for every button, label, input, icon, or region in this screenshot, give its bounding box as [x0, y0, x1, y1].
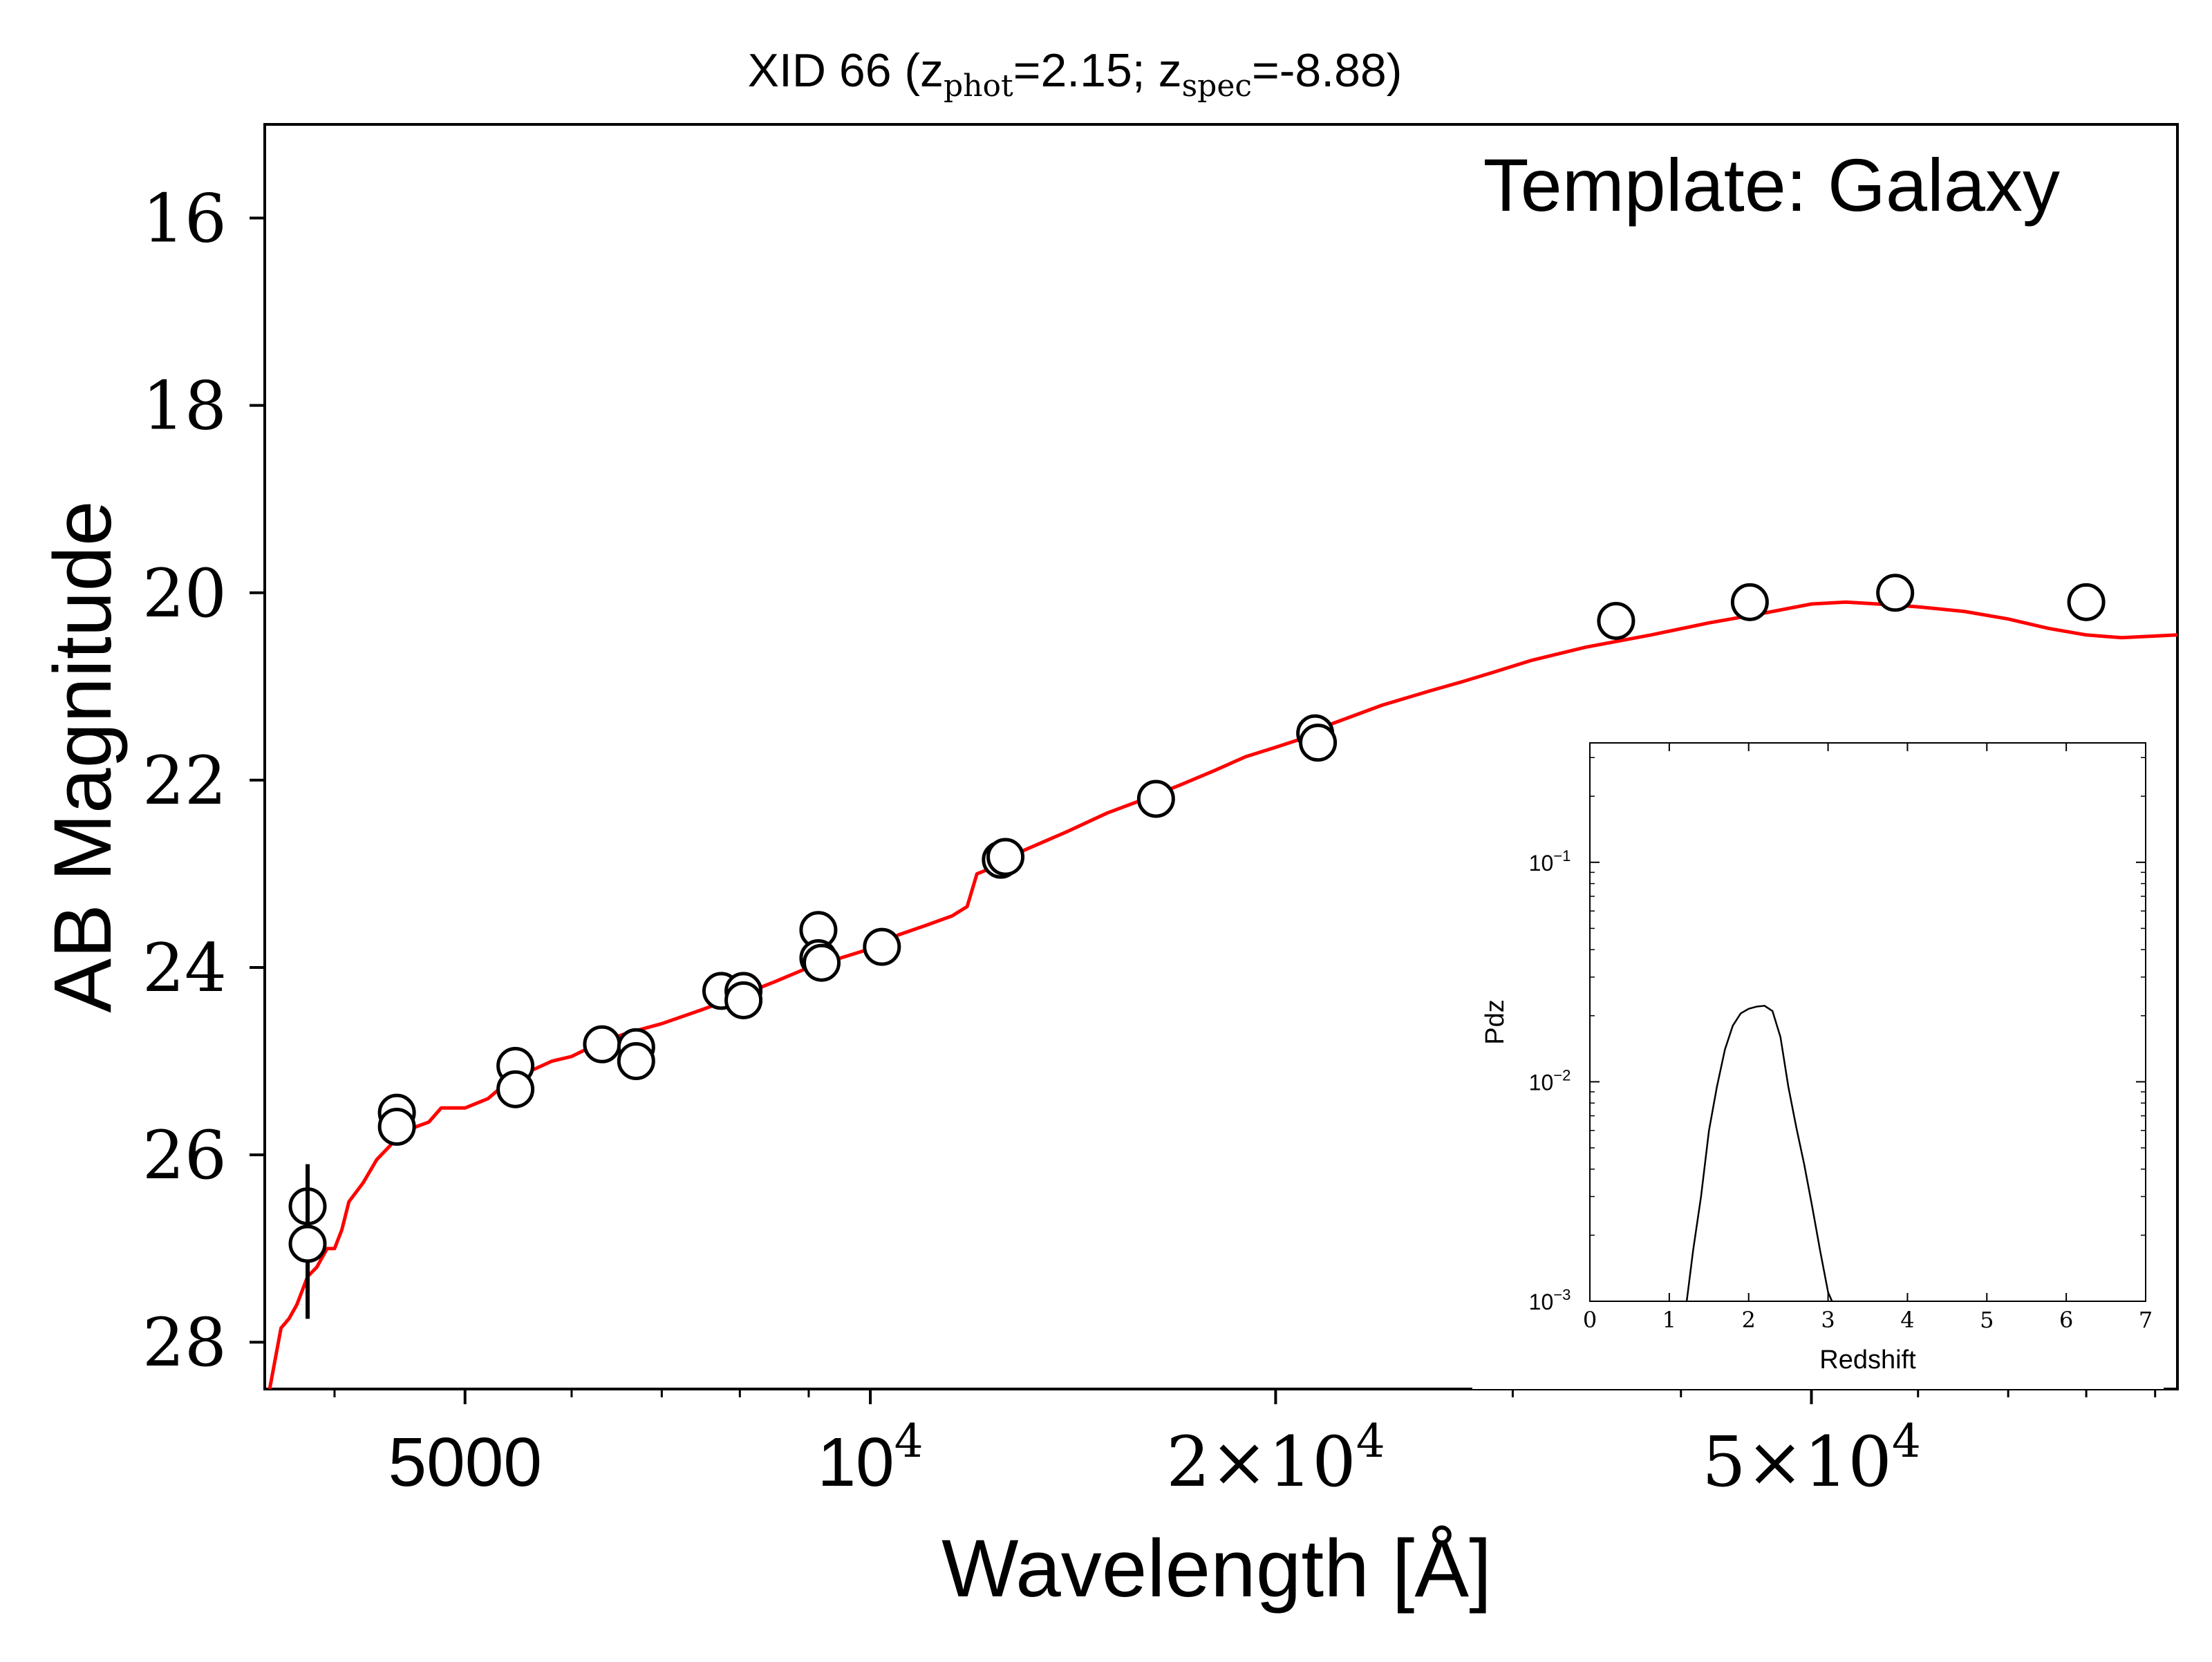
inset-x-tick-label-0: 0 [1583, 1307, 1597, 1333]
main-x-tick-exponent-3: 4 [1892, 1415, 1921, 1468]
photometry-points [288, 574, 2106, 1319]
inset-x-axis: 0 1 2 3 4 5 6 7 [1583, 743, 2153, 1333]
main-x-axis: 5000 104 2×104 5×104 [388, 1389, 1921, 1502]
inset-y-tick-label-0: 10−1 [1529, 847, 1571, 876]
photometry-point-5 [496, 1070, 535, 1108]
inset-x-axis-label: Redshift [1819, 1345, 1916, 1375]
title-spec-sub: spec [1182, 68, 1252, 104]
inset-y-tick-exponent-2: −3 [1553, 1286, 1571, 1303]
photometry-point-17 [986, 838, 1025, 876]
photometry-point-14 [803, 943, 841, 982]
inset-y-tick-base-2: 10 [1529, 1290, 1554, 1314]
photometry-point-20 [1299, 724, 1338, 762]
title-spec-value: =-8.88) [1252, 44, 1402, 97]
inset-x-tick-label-4: 4 [1900, 1307, 1914, 1333]
inset-y-axis-label: Pdz [1481, 999, 1510, 1044]
main-y-tick-label-3: 22 [142, 742, 227, 820]
inset-x-tick-label-5: 5 [1980, 1307, 1994, 1333]
photometry-point-6 [583, 1025, 621, 1064]
inset-plot-frame [1589, 742, 2146, 1302]
main-x-tick-label-2: 2×104 [1166, 1415, 1385, 1502]
inset-y-tick-base-0: 10 [1529, 851, 1554, 876]
main-x-tick-label-1: 104 [817, 1415, 923, 1501]
main-x-tick-mantissa-1: 10 [817, 1424, 894, 1501]
title-phot-sub: phot [944, 68, 1013, 104]
pdz-curve [1685, 1005, 1833, 1302]
main-y-axis: 16 18 20 22 24 26 28 [142, 180, 265, 1381]
photometry-point-23 [1876, 574, 1915, 612]
inset-y-tick-label-2: 10−3 [1529, 1286, 1571, 1314]
main-x-axis-label: Wavelength [Å] [941, 1523, 1492, 1614]
main-y-axis-label: AB Magnitude [37, 500, 129, 1012]
photometry-point-24 [2067, 583, 2106, 621]
inset-y-minor-ticks [1590, 757, 2146, 1236]
inset-x-tick-label-3: 3 [1821, 1307, 1835, 1333]
inset-y-tick-label-1: 10−2 [1529, 1066, 1571, 1095]
inset-x-tick-label-6: 6 [2059, 1307, 2073, 1333]
main-x-tick-label-0: 5000 [388, 1424, 541, 1501]
main-y-tick-label-2: 20 [142, 555, 227, 632]
photometry-point-3 [377, 1107, 416, 1146]
photometry-point-1 [288, 1225, 327, 1263]
photometry-point-22 [1730, 583, 1769, 621]
main-y-tick-label-0: 16 [142, 180, 227, 258]
template-annotation: Template: Galaxy [1483, 143, 2060, 227]
main-x-tick-label-3: 5×104 [1702, 1415, 1921, 1502]
inset-y-tick-exponent-0: −1 [1553, 847, 1571, 865]
main-x-tick-exponent-1: 4 [894, 1415, 924, 1468]
main-x-minor-ticks [333, 1389, 2157, 1397]
photometry-point-15 [863, 927, 901, 966]
model-spectrum-line [268, 600, 2178, 1390]
inset-y-axis: 10−110−210−3 [1529, 847, 2146, 1314]
photometry-point-8 [617, 1042, 655, 1081]
inset-x-tick-label-7: 7 [2139, 1307, 2153, 1333]
main-y-tick-label-6: 28 [142, 1304, 227, 1381]
inset-y-tick-base-1: 10 [1529, 1070, 1554, 1095]
main-y-tick-label-4: 24 [142, 929, 227, 1007]
inset-x-tick-label-2: 2 [1742, 1307, 1756, 1333]
main-plot-frame [263, 123, 2179, 1390]
main-x-tick-exponent-2: 4 [1356, 1415, 1385, 1468]
photometry-point-18 [1136, 780, 1175, 818]
main-y-tick-label-1: 18 [142, 368, 227, 445]
chart-title: XID 66 (zphot=2.15; zspec=-8.88) [748, 44, 1403, 104]
photometry-point-21 [1597, 601, 1635, 640]
inset-x-tick-label-1: 1 [1662, 1307, 1676, 1333]
main-y-tick-label-5: 26 [142, 1117, 227, 1194]
inset-background [1472, 719, 2164, 1389]
inset-y-tick-exponent-1: −2 [1553, 1066, 1571, 1084]
photometry-point-11 [724, 981, 763, 1019]
main-x-tick-mantissa-3: 5×10 [1702, 1422, 1892, 1502]
title-prefix: XID 66 (z [748, 44, 944, 97]
title-phot-value: =2.15; z [1013, 44, 1182, 97]
main-x-tick-mantissa-2: 2×10 [1166, 1422, 1356, 1502]
